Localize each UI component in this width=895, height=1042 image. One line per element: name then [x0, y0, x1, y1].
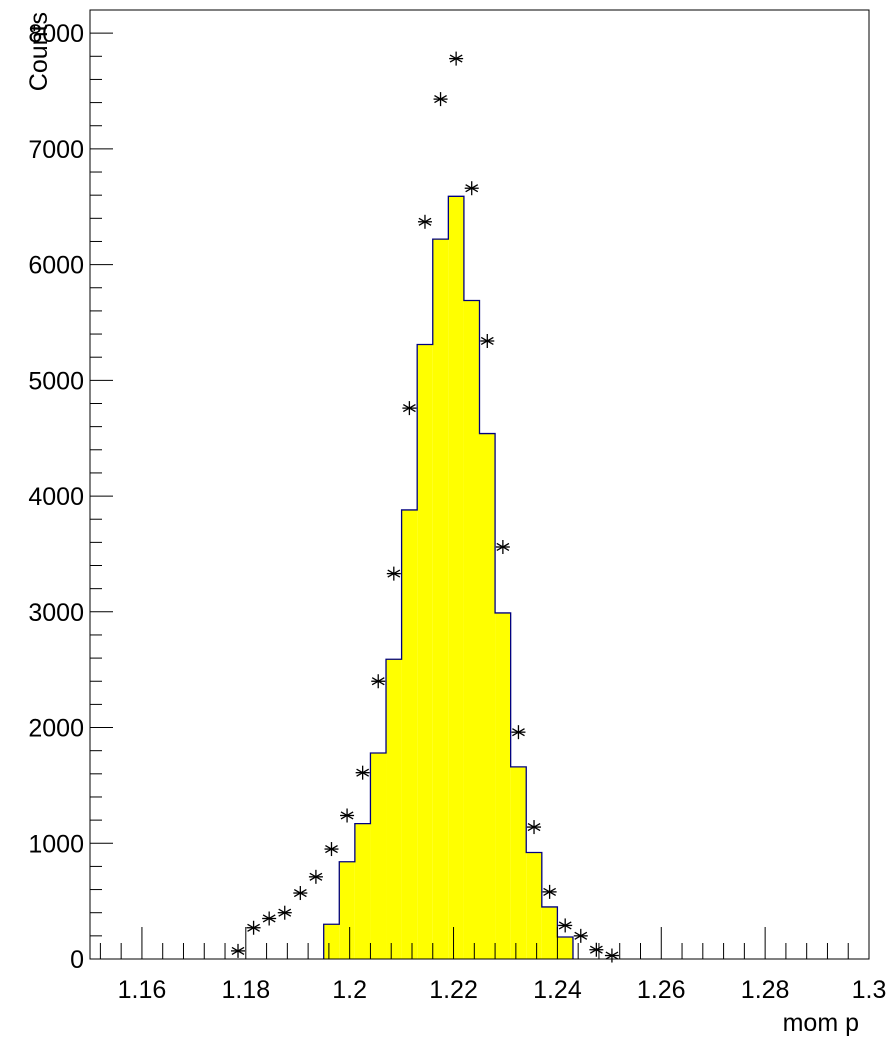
- x-tick-label: 1.18: [221, 976, 270, 1004]
- y-tick-label: 3000: [28, 599, 84, 627]
- data-point-16: [464, 181, 479, 196]
- histogram-bar-11: [479, 433, 496, 960]
- histogram-bar-12: [495, 612, 511, 959]
- y-tick-label: 8000: [28, 20, 84, 48]
- y-tick-label: 0: [70, 946, 84, 974]
- data-point-20: [527, 820, 542, 835]
- y-tick-label: 2000: [28, 715, 84, 743]
- data-point-21: [542, 884, 557, 899]
- histogram-bar-3: [354, 823, 371, 959]
- x-tick-label: 1.28: [741, 976, 790, 1004]
- data-point-2: [246, 920, 261, 935]
- x-tick-label: 1.2: [332, 976, 367, 1004]
- histogram-bar-7: [417, 344, 433, 960]
- histogram-bar-5: [386, 659, 402, 959]
- x-tick-label: 1.3: [852, 976, 887, 1004]
- data-point-13: [417, 214, 432, 229]
- histogram-bar-10: [463, 300, 480, 959]
- histogram-bar-6: [401, 509, 418, 959]
- data-point-8: [340, 808, 355, 823]
- x-tick-label: 1.16: [118, 976, 167, 1004]
- histogram-bar-15: [541, 906, 558, 959]
- histogram-bar-1: [323, 924, 340, 959]
- data-point-3: [262, 911, 277, 926]
- data-point-7: [324, 842, 339, 857]
- histogram-bar-16: [557, 937, 573, 959]
- x-tick-label: 1.22: [429, 976, 478, 1004]
- data-point-6: [308, 869, 323, 884]
- y-axis: 0 1000 2000 3000 4000 5000 6000 7000 8000: [28, 9, 113, 974]
- data-point-1: [231, 943, 246, 958]
- data-point-25: [604, 948, 619, 963]
- histogram-bar-2: [339, 861, 355, 959]
- histogram-bar-8: [432, 239, 449, 959]
- data-point-17: [480, 333, 495, 348]
- y-tick-label: 7000: [28, 136, 84, 164]
- y-axis-title: Counts: [25, 12, 53, 91]
- data-point-10: [371, 674, 386, 689]
- x-tick-label: 1.26: [637, 976, 686, 1004]
- data-point-23: [573, 928, 588, 943]
- marker-layer: [231, 51, 619, 963]
- x-axis-title: mom p: [783, 1009, 859, 1037]
- histogram-bar-9: [448, 196, 464, 959]
- y-tick-label: 5000: [28, 367, 84, 395]
- plot-frame: [89, 9, 870, 960]
- data-point-24: [589, 942, 604, 957]
- data-point-22: [558, 918, 573, 933]
- histogram-outline: [323, 195, 574, 959]
- data-point-5: [293, 886, 308, 901]
- data-point-19: [511, 725, 526, 740]
- data-point-15: [449, 51, 464, 66]
- histogram-layer: [323, 195, 574, 960]
- x-tick-label: 1.24: [533, 976, 582, 1004]
- histogram-bar-13: [510, 766, 527, 959]
- y-tick-label: 4000: [28, 483, 84, 511]
- data-point-18: [495, 539, 510, 554]
- x-axis: 1.16 1.18 1.2 1.22 1.24 1.26 1.28 1.3: [99, 927, 887, 1004]
- data-point-4: [277, 905, 292, 920]
- y-tick-label: 6000: [28, 252, 84, 280]
- histogram-bar-14: [526, 852, 542, 959]
- data-point-11: [386, 566, 401, 581]
- y-tick-label: 1000: [28, 830, 84, 858]
- histogram-bar-4: [370, 752, 387, 959]
- data-point-9: [355, 765, 370, 780]
- data-point-14: [433, 92, 448, 107]
- data-point-12: [402, 401, 417, 416]
